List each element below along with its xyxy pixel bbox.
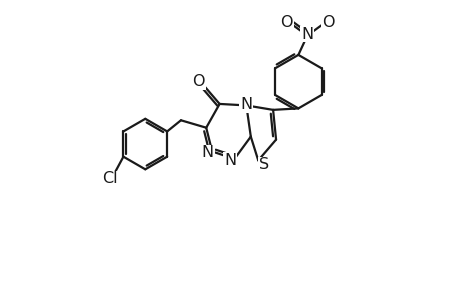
Text: O: O (321, 15, 334, 30)
Text: O: O (192, 74, 205, 89)
Text: N: N (224, 153, 235, 168)
Text: N: N (201, 146, 213, 160)
Text: Cl: Cl (102, 172, 118, 187)
Text: O: O (280, 15, 292, 30)
Text: N: N (240, 97, 252, 112)
Text: N: N (301, 27, 313, 42)
Text: S: S (258, 158, 269, 172)
